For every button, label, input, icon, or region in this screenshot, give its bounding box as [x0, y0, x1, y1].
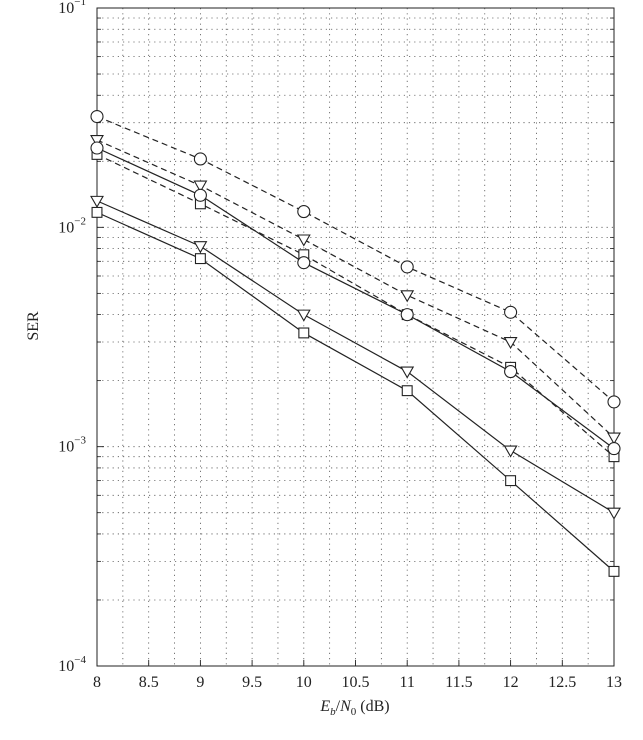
series-line [96, 153, 615, 458]
x-label-n: N [339, 698, 352, 715]
x-tick-label: 13 [606, 674, 622, 691]
x-label-b: b [330, 706, 336, 718]
y-tick-label: 10−4 [58, 654, 86, 675]
data-point [90, 195, 104, 208]
y-tick-exponent: −3 [74, 435, 86, 447]
x-label-unit: (dB) [356, 698, 389, 715]
data-point [90, 109, 104, 124]
data-point [503, 336, 518, 350]
x-tick-label: 8.5 [139, 674, 159, 691]
y-axis-label: SER [25, 311, 42, 341]
data-point [91, 206, 103, 218]
series-4 [90, 141, 621, 456]
y-tick-label: 10−3 [58, 435, 86, 456]
data-point [503, 445, 518, 458]
y-tick-base: 10 [58, 219, 74, 236]
data-point [401, 385, 413, 397]
data-point [90, 135, 104, 148]
data-point [194, 253, 206, 265]
x-label-e: E [319, 698, 330, 715]
data-point [607, 507, 621, 520]
x-tick-label: 10.5 [342, 674, 370, 691]
series-line [96, 211, 615, 572]
x-tick-label: 10 [296, 674, 312, 691]
series-line [96, 115, 615, 403]
plot-frame [96, 7, 615, 667]
series-layer [90, 109, 621, 577]
data-point [296, 309, 311, 322]
data-point [607, 432, 621, 445]
x-tick-label: 9.5 [242, 674, 262, 691]
x-tick-labels: 8 8.5 9 9.5 10 10.5 11 11.5 12 12.5 13 [93, 660, 622, 691]
x-tick-label: 12.5 [548, 674, 576, 691]
y-tick-exponent: −2 [74, 215, 86, 227]
x-tick-label: 11.5 [445, 674, 472, 691]
series-1 [90, 109, 621, 409]
data-point [296, 234, 311, 247]
data-point [90, 141, 104, 155]
data-point [400, 308, 414, 322]
x-axis-label: Eb/N0 (dB) [319, 698, 389, 718]
y-tick-label: 10−1 [58, 0, 86, 17]
x-tick-label: 11 [399, 674, 414, 691]
data-point [504, 305, 518, 319]
x-tick-label: 12 [503, 674, 519, 691]
x-label-slash: / [336, 698, 341, 715]
data-point [400, 260, 414, 274]
y-tick-base: 10 [58, 658, 74, 675]
y-tick-exponent: −4 [74, 654, 86, 666]
grid [97, 8, 614, 666]
data-point [400, 290, 415, 303]
data-point [607, 442, 621, 456]
data-point [298, 327, 310, 339]
y-tick-base: 10 [58, 0, 74, 17]
x-tick-label: 9 [196, 674, 204, 691]
data-point [607, 395, 621, 409]
series-line [96, 200, 615, 514]
series-line [96, 139, 615, 439]
data-point [193, 188, 207, 202]
data-point [297, 256, 311, 270]
data-point [504, 365, 518, 379]
y-tick-exponent: −1 [74, 0, 86, 8]
data-point [193, 180, 208, 193]
series-line [96, 147, 615, 450]
data-point [193, 152, 207, 166]
data-point [193, 241, 208, 254]
y-tick-base: 10 [58, 439, 74, 456]
series-6 [91, 206, 620, 577]
data-point [297, 205, 311, 219]
y-tick-labels: 10−110−210−310−4 [58, 0, 104, 675]
data-point [608, 565, 620, 577]
series-5 [90, 195, 621, 520]
x-label-zero: 0 [351, 706, 357, 718]
y-tick-label: 10−2 [58, 215, 86, 236]
data-point [505, 475, 517, 487]
data-point [400, 366, 415, 379]
series-2 [90, 135, 621, 445]
x-tick-label: 8 [93, 674, 101, 691]
